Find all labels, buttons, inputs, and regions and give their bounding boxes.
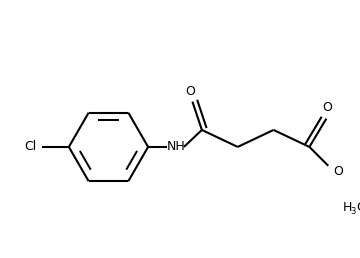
Text: H: H (342, 201, 352, 214)
Text: Cl: Cl (24, 140, 36, 154)
Text: C: C (356, 201, 360, 214)
Text: O: O (323, 101, 332, 114)
Text: O: O (333, 165, 343, 178)
Text: NH: NH (167, 140, 186, 154)
Text: O: O (186, 85, 195, 98)
Text: 3: 3 (350, 207, 355, 216)
